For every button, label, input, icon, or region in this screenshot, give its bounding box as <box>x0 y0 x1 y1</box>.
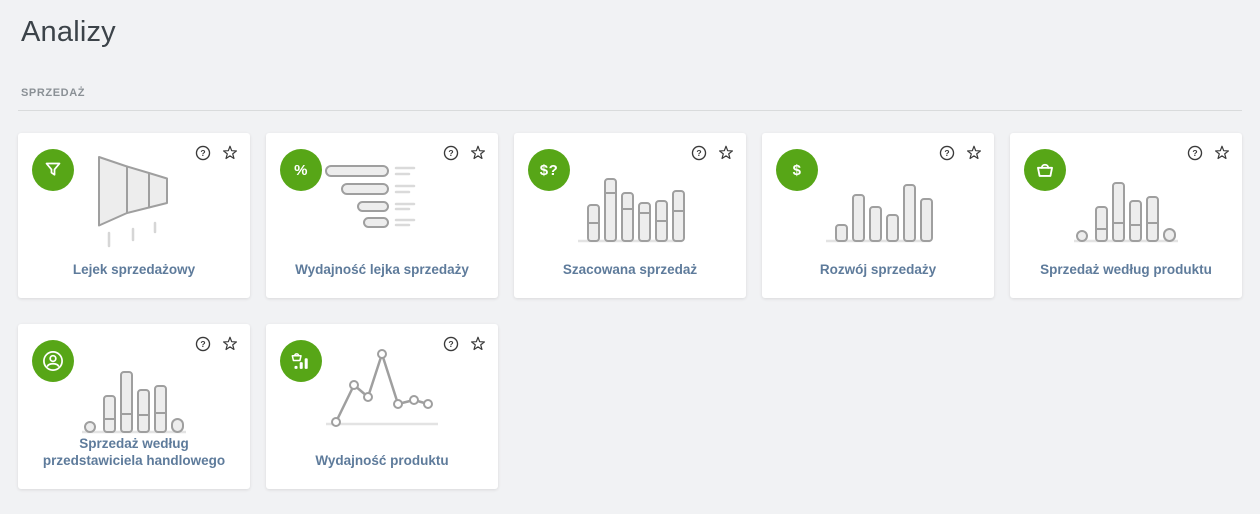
question-mark-icon[interactable] <box>938 144 956 162</box>
card-illustration <box>570 154 690 249</box>
card-illustration <box>1066 154 1186 249</box>
card-badge <box>32 340 74 382</box>
card-lejek-sprzedazowy[interactable]: Lejek sprzedażowy <box>18 133 250 298</box>
basket-chart-icon <box>288 348 314 374</box>
star-icon[interactable] <box>221 144 239 162</box>
star-icon[interactable] <box>1213 144 1231 162</box>
card-title: Sprzedaż według przedstawiciela handlowe… <box>42 436 226 468</box>
question-mark-icon[interactable] <box>442 144 460 162</box>
question-mark-icon[interactable] <box>194 144 212 162</box>
rozwoj-sprzedazy-badge: $ <box>776 149 818 191</box>
card-illustration <box>322 154 442 249</box>
star-icon[interactable] <box>221 335 239 353</box>
star-icon[interactable] <box>717 144 735 162</box>
card-actions <box>194 335 239 353</box>
card-wydajnosc-produktu[interactable]: Wydajność produktu <box>266 324 498 489</box>
card-actions <box>938 144 983 162</box>
card-actions <box>1186 144 1231 162</box>
card-actions <box>442 335 487 353</box>
star-icon[interactable] <box>469 335 487 353</box>
card-badge <box>1024 149 1066 191</box>
card-rozwoj-sprzedazy[interactable]: $ Rozwój sprzedaży <box>762 133 994 298</box>
card-wydajnosc-lejka-sprzedazy[interactable]: % Wydajność lejka sprzedaży <box>266 133 498 298</box>
question-mark-icon[interactable] <box>1186 144 1204 162</box>
card-title: Rozwój sprzedaży <box>819 261 937 277</box>
card-title: Lejek sprzedażowy <box>72 261 196 277</box>
page-header: Analizy <box>0 0 1260 49</box>
user-icon <box>40 348 66 374</box>
cards-grid: Lejek sprzedażowy % Wydajność lejka sprz… <box>18 133 1242 489</box>
star-icon[interactable] <box>965 144 983 162</box>
card-szacowana-sprzedaz[interactable]: $? Szacowana sprzedaż <box>514 133 746 298</box>
card-title: Szacowana sprzedaż <box>562 261 698 277</box>
card-title: Wydajność lejka sprzedaży <box>295 261 469 277</box>
wydajnosc-lejka-sprzedazy-badge: % <box>280 149 322 191</box>
card-illustration <box>74 154 194 249</box>
card-badge <box>280 340 322 382</box>
card-sprzedaz-wedlug-produktu[interactable]: Sprzedaż według produktu <box>1010 133 1242 298</box>
funnel-icon <box>40 157 66 183</box>
card-actions <box>442 144 487 162</box>
section-header-sprzedaz: SPRZEDAŻ <box>18 83 1242 111</box>
basket-icon <box>1032 157 1058 183</box>
question-mark-icon[interactable] <box>690 144 708 162</box>
card-actions <box>690 144 735 162</box>
szacowana-sprzedaz-badge: $? <box>528 149 570 191</box>
card-actions <box>194 144 239 162</box>
question-mark-icon[interactable] <box>194 335 212 353</box>
card-badge <box>32 149 74 191</box>
section-label: SPRZEDAŻ <box>21 87 86 99</box>
question-mark-icon[interactable] <box>442 335 460 353</box>
page-title: Analizy <box>21 16 116 48</box>
card-illustration <box>74 345 194 440</box>
card-illustration <box>818 154 938 249</box>
card-illustration <box>322 345 442 440</box>
card-title: Wydajność produktu <box>315 452 449 468</box>
card-sprzedaz-wedlug-przedstawiciela-handlowego[interactable]: Sprzedaż według przedstawiciela handlowe… <box>18 324 250 489</box>
card-title: Sprzedaż według produktu <box>1040 261 1212 277</box>
star-icon[interactable] <box>469 144 487 162</box>
